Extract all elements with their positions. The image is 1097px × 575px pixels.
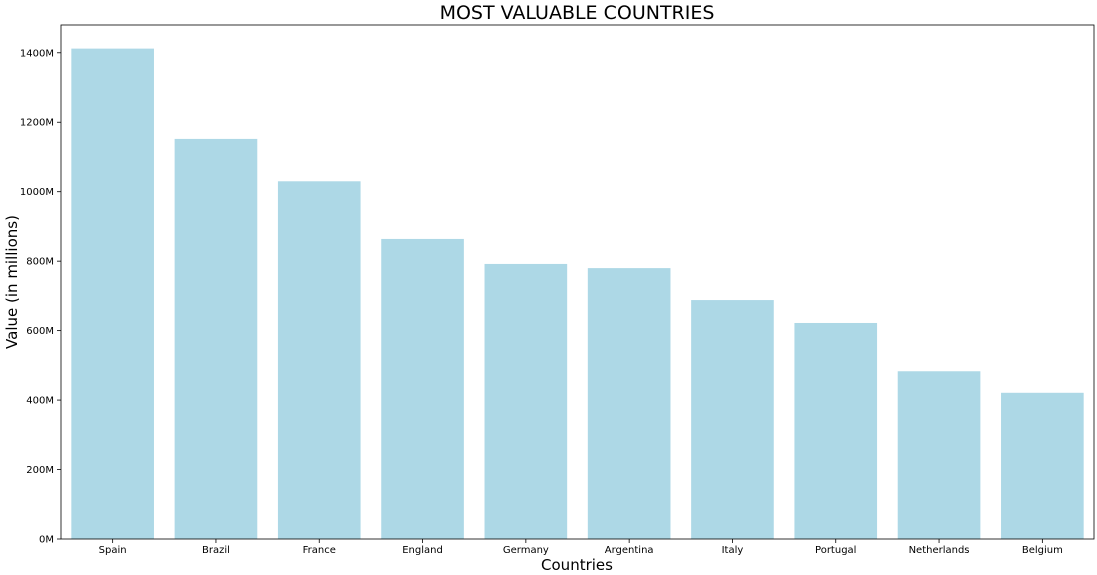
x-tick-label: Spain (99, 545, 127, 556)
y-tick-label: 0M (39, 535, 54, 546)
y-axis-label: Value (in millions) (3, 215, 21, 349)
x-tick-label: Portugal (815, 545, 856, 556)
x-tick-label: Italy (722, 545, 744, 556)
y-tick-label: 1200M (20, 118, 54, 129)
bar-netherlands (897, 371, 981, 539)
bar-france (277, 181, 361, 539)
x-tick-label: Belgium (1022, 545, 1063, 556)
bars-layer (71, 48, 1084, 540)
x-tick-label: Netherlands (909, 545, 970, 556)
bar-belgium (1001, 392, 1084, 539)
chart-title: MOST VALUABLE COUNTRIES (440, 2, 715, 24)
x-tick-label: England (402, 545, 443, 556)
x-tick-label: France (303, 545, 336, 556)
bar-brazil (174, 138, 258, 539)
bar-argentina (587, 268, 671, 539)
bar-italy (691, 300, 774, 539)
y-axis: 0M 200M 400M 600M 800M 1000M 1200M 1400M (20, 48, 61, 546)
y-tick-label: 1000M (20, 187, 54, 198)
y-tick-label: 600M (26, 326, 54, 337)
y-tick-label: 1400M (20, 48, 54, 59)
y-tick-label: 200M (26, 465, 54, 476)
bar-germany (484, 263, 568, 539)
plot-frame (60, 24, 1095, 540)
y-tick-label: 400M (26, 396, 54, 407)
y-tick-label: 800M (26, 257, 54, 268)
x-tick-label: Brazil (202, 545, 230, 556)
x-axis: Spain Brazil France England Germany Argentina… (99, 539, 1063, 556)
bar-portugal (794, 322, 878, 539)
x-tick-label: Germany (503, 545, 549, 556)
x-axis-label: Countries (541, 556, 613, 574)
x-tick-label: Argentina (605, 545, 654, 556)
bar-england (381, 238, 464, 539)
bar-spain (71, 48, 154, 540)
